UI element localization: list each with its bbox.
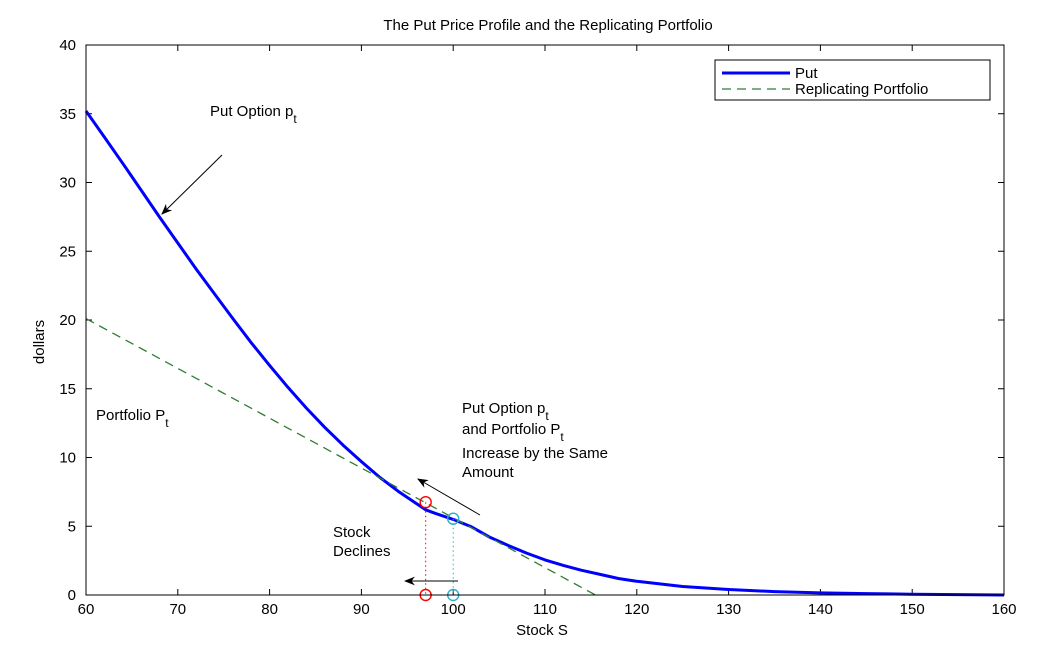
x-tick-label: 80 [261, 601, 278, 618]
x-tick-label: 120 [624, 601, 649, 618]
increase-annotation-line3: Increase by the Same [462, 445, 608, 462]
legend-portfolio-label: Replicating Portfolio [795, 81, 928, 98]
plot-frame [85, 44, 1005, 596]
put-option-annotation: Put Option pt [210, 103, 297, 126]
increase-annotation-line1: Put Option pt [462, 400, 549, 423]
y-tick-label: 30 [59, 175, 76, 192]
y-axis-label: dollars [31, 320, 48, 364]
put-series-line [84, 110, 1005, 597]
y-tick-label: 25 [59, 243, 76, 260]
y-tick-label: 35 [59, 106, 76, 123]
x-tick-label: 60 [78, 601, 95, 618]
stock-declines-line2: Declines [333, 543, 391, 560]
point-marker [447, 512, 460, 525]
x-tick-label: 140 [808, 601, 833, 618]
series-layer [84, 110, 1005, 597]
replicating-portfolio-series-line [85, 318, 596, 596]
x-tick-label: 70 [169, 601, 186, 618]
axis-ticks: 60 70 80 90 100 110 120 130 140 150 160 0 5 10 15 20 25 3… [59, 37, 1016, 618]
x-tick-label: 100 [441, 601, 466, 618]
x-axis-label: Stock S [516, 622, 568, 639]
y-tick-label: 5 [68, 518, 76, 535]
legend-box [714, 59, 991, 101]
stock-declines-line1: Stock [333, 524, 371, 541]
legend-put-label: Put [795, 65, 818, 82]
portfolio-annotation: Portfolio Pt [96, 407, 169, 430]
x-tick-label: 110 [533, 601, 557, 618]
y-tick-label: 10 [59, 450, 76, 467]
increase-annotation-line4: Amount [462, 464, 515, 481]
increase-arrow [417, 478, 481, 516]
put-option-arrow [161, 154, 223, 215]
x-tick-label: 90 [353, 601, 370, 618]
x-tick-label: 130 [716, 601, 741, 618]
y-tick-label: 0 [68, 587, 76, 604]
y-tick-label: 40 [59, 37, 76, 54]
point-marker [419, 495, 432, 509]
increase-annotation-line2: and Portfolio Pt [462, 421, 564, 444]
chart-title: The Put Price Profile and the Replicatin… [383, 17, 712, 34]
x-tick-label: 160 [991, 601, 1016, 618]
x-tick-label: 150 [900, 601, 925, 618]
legend: Put Replicating Portfolio [714, 59, 991, 101]
y-tick-label: 15 [59, 381, 76, 398]
guides-layer [425, 502, 454, 595]
y-tick-label: 20 [59, 312, 76, 329]
